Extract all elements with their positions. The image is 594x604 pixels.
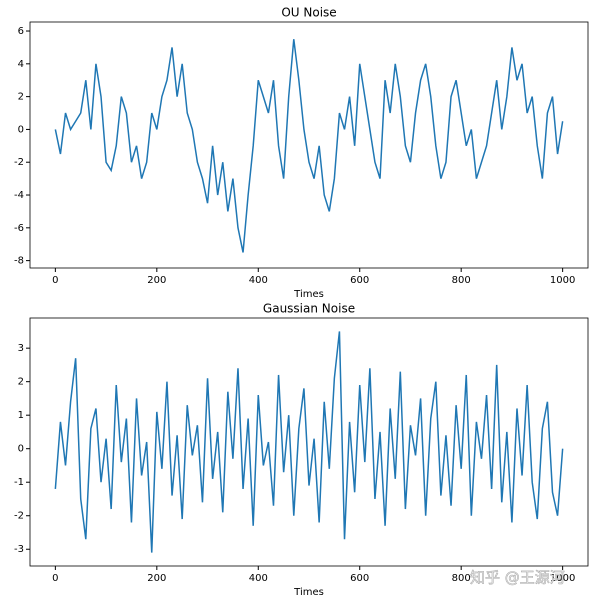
y-tick-label: -2 [14, 511, 24, 522]
line-series [54, 39, 564, 253]
y-tick-label: -6 [14, 223, 24, 234]
y-tick-label: 0 [18, 124, 24, 135]
watermark: 知乎 @王源河 [470, 569, 565, 587]
chart-title: OU Noise [281, 6, 336, 20]
line-series [54, 331, 564, 553]
x-tick-label: 1000 [550, 573, 575, 584]
y-tick-label: -8 [14, 256, 24, 267]
x-tick-label: 800 [452, 573, 471, 584]
y-tick-label: 2 [18, 92, 24, 103]
y-tick-label: -1 [14, 477, 24, 488]
plot-frame [29, 21, 589, 269]
x-tick-label: 600 [350, 275, 369, 286]
y-tick-label: 3 [18, 343, 24, 354]
x-tick-label: 400 [249, 275, 268, 286]
x-tick-label: 0 [52, 275, 58, 286]
chart-title: Gaussian Noise [263, 302, 355, 316]
x-tick-label: 200 [147, 275, 166, 286]
x-tick-label: 600 [350, 573, 369, 584]
y-tick-label: 0 [18, 444, 24, 455]
y-tick-label: -4 [14, 190, 24, 201]
y-tick-label: 4 [18, 59, 24, 70]
x-tick-label: 1000 [550, 275, 575, 286]
y-tick-label: -3 [14, 544, 24, 555]
y-tick-label: 6 [18, 26, 24, 37]
x-axis-label: Times [293, 587, 324, 598]
x-tick-label: 200 [147, 573, 166, 584]
x-axis-label: Times [293, 289, 324, 300]
x-tick-label: 400 [249, 573, 268, 584]
x-tick-label: 800 [452, 275, 471, 286]
y-tick-label: 2 [18, 377, 24, 388]
y-tick-label: 1 [18, 410, 24, 421]
x-tick-label: 0 [52, 573, 58, 584]
plot-frame [29, 317, 589, 567]
y-tick-label: -2 [14, 157, 24, 168]
